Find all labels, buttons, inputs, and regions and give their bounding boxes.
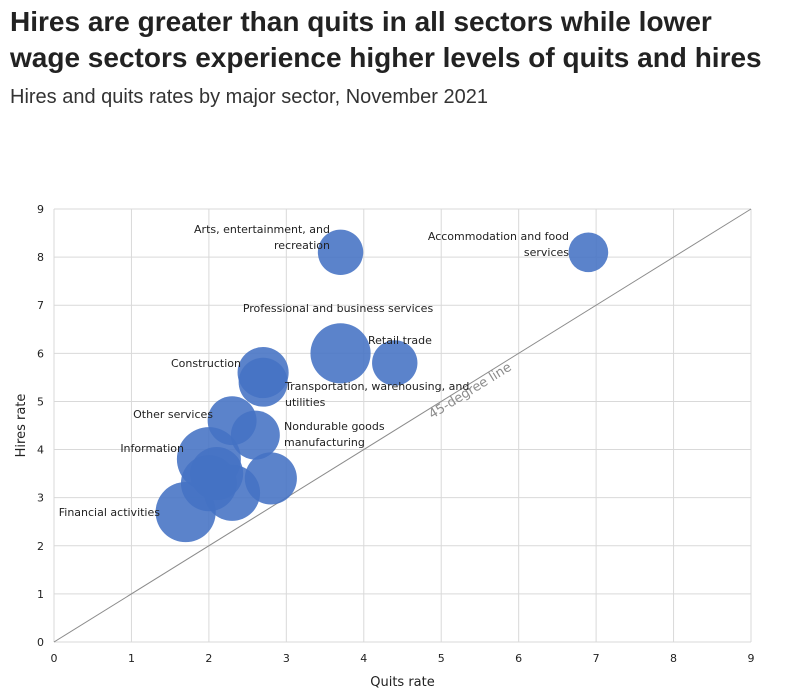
y-axis-title: Hires rate — [14, 394, 29, 458]
point-label: Professional and business services — [243, 302, 434, 315]
point-label: Transportation, warehousing, and utilitie… — [284, 380, 469, 409]
reference-line — [53, 208, 752, 643]
point-label-line: utilities — [285, 396, 326, 409]
y-tick-label: 0 — [37, 636, 44, 649]
x-tick-label: 3 — [283, 652, 290, 665]
data-point — [204, 464, 261, 521]
grid-lines — [53, 208, 752, 643]
x-axis-title: Quits rate — [370, 675, 435, 690]
point-label-line: Arts, entertainment, and — [194, 223, 330, 236]
data-point — [230, 410, 280, 460]
reference-line-group: 45-degree line — [53, 208, 752, 643]
point-label-line: services — [524, 246, 569, 259]
point-label: Construction — [171, 357, 241, 370]
y-tick-label: 6 — [37, 347, 44, 360]
chart-subtitle: Hires and quits rates by major sector, N… — [10, 86, 488, 108]
x-tick-label: 9 — [748, 652, 755, 665]
data-point — [317, 229, 364, 275]
point-label-line: Construction — [171, 357, 241, 370]
x-tick-label: 8 — [670, 652, 677, 665]
point-label-line: recreation — [274, 239, 330, 252]
data-point — [372, 340, 418, 386]
y-tick-label: 8 — [37, 251, 44, 264]
x-tick-label: 0 — [51, 652, 58, 665]
x-tick-label: 1 — [128, 652, 135, 665]
data-points — [155, 229, 609, 543]
y-tick-label: 3 — [37, 492, 44, 505]
y-tick-label: 7 — [37, 299, 44, 312]
point-label: Arts, entertainment, and recreation — [194, 223, 330, 252]
point-label-line: Financial activities — [59, 506, 161, 519]
data-point — [310, 323, 371, 384]
point-label-line: Retail trade — [368, 334, 432, 347]
point-label-line: Accommodation and food — [428, 230, 569, 243]
y-tick-label: 5 — [37, 395, 44, 408]
x-tick-label: 5 — [438, 652, 445, 665]
y-tick-label: 9 — [37, 203, 44, 216]
x-tick-label: 4 — [360, 652, 367, 665]
point-label-line: Information — [120, 442, 184, 455]
y-tick-label: 2 — [37, 540, 44, 553]
point-label-line: Other services — [133, 408, 213, 421]
point-label-line: Professional and business services — [243, 302, 434, 315]
axes: 0 1 2 3 4 5 6 7 8 9 0 1 2 3 4 5 6 7 8 9 Quits rate Hires rate — [14, 203, 755, 690]
point-label-line: manufacturing — [284, 436, 365, 449]
chart-title: Hires are greater than quits in all sect… — [10, 6, 762, 73]
point-label: Information — [120, 442, 184, 455]
point-labels: Arts, entertainment, and recreation Accomm… — [59, 223, 570, 519]
data-point — [568, 232, 609, 273]
x-tick-label: 7 — [593, 652, 600, 665]
point-label: Nondurable goods manufacturing — [284, 420, 385, 449]
x-tick-label: 2 — [205, 652, 212, 665]
x-tick-label: 6 — [515, 652, 522, 665]
y-tick-label: 4 — [37, 444, 44, 457]
y-tick-label: 1 — [37, 588, 44, 601]
point-label: Retail trade — [368, 334, 432, 347]
point-label-line: Nondurable goods — [284, 420, 385, 433]
point-label: Other services — [133, 408, 213, 421]
point-label: Accommodation and food services — [428, 230, 569, 259]
data-point — [238, 357, 288, 407]
data-point — [155, 482, 216, 543]
point-label: Financial activities — [59, 506, 161, 519]
point-label-line: Transportation, warehousing, and — [284, 380, 469, 393]
